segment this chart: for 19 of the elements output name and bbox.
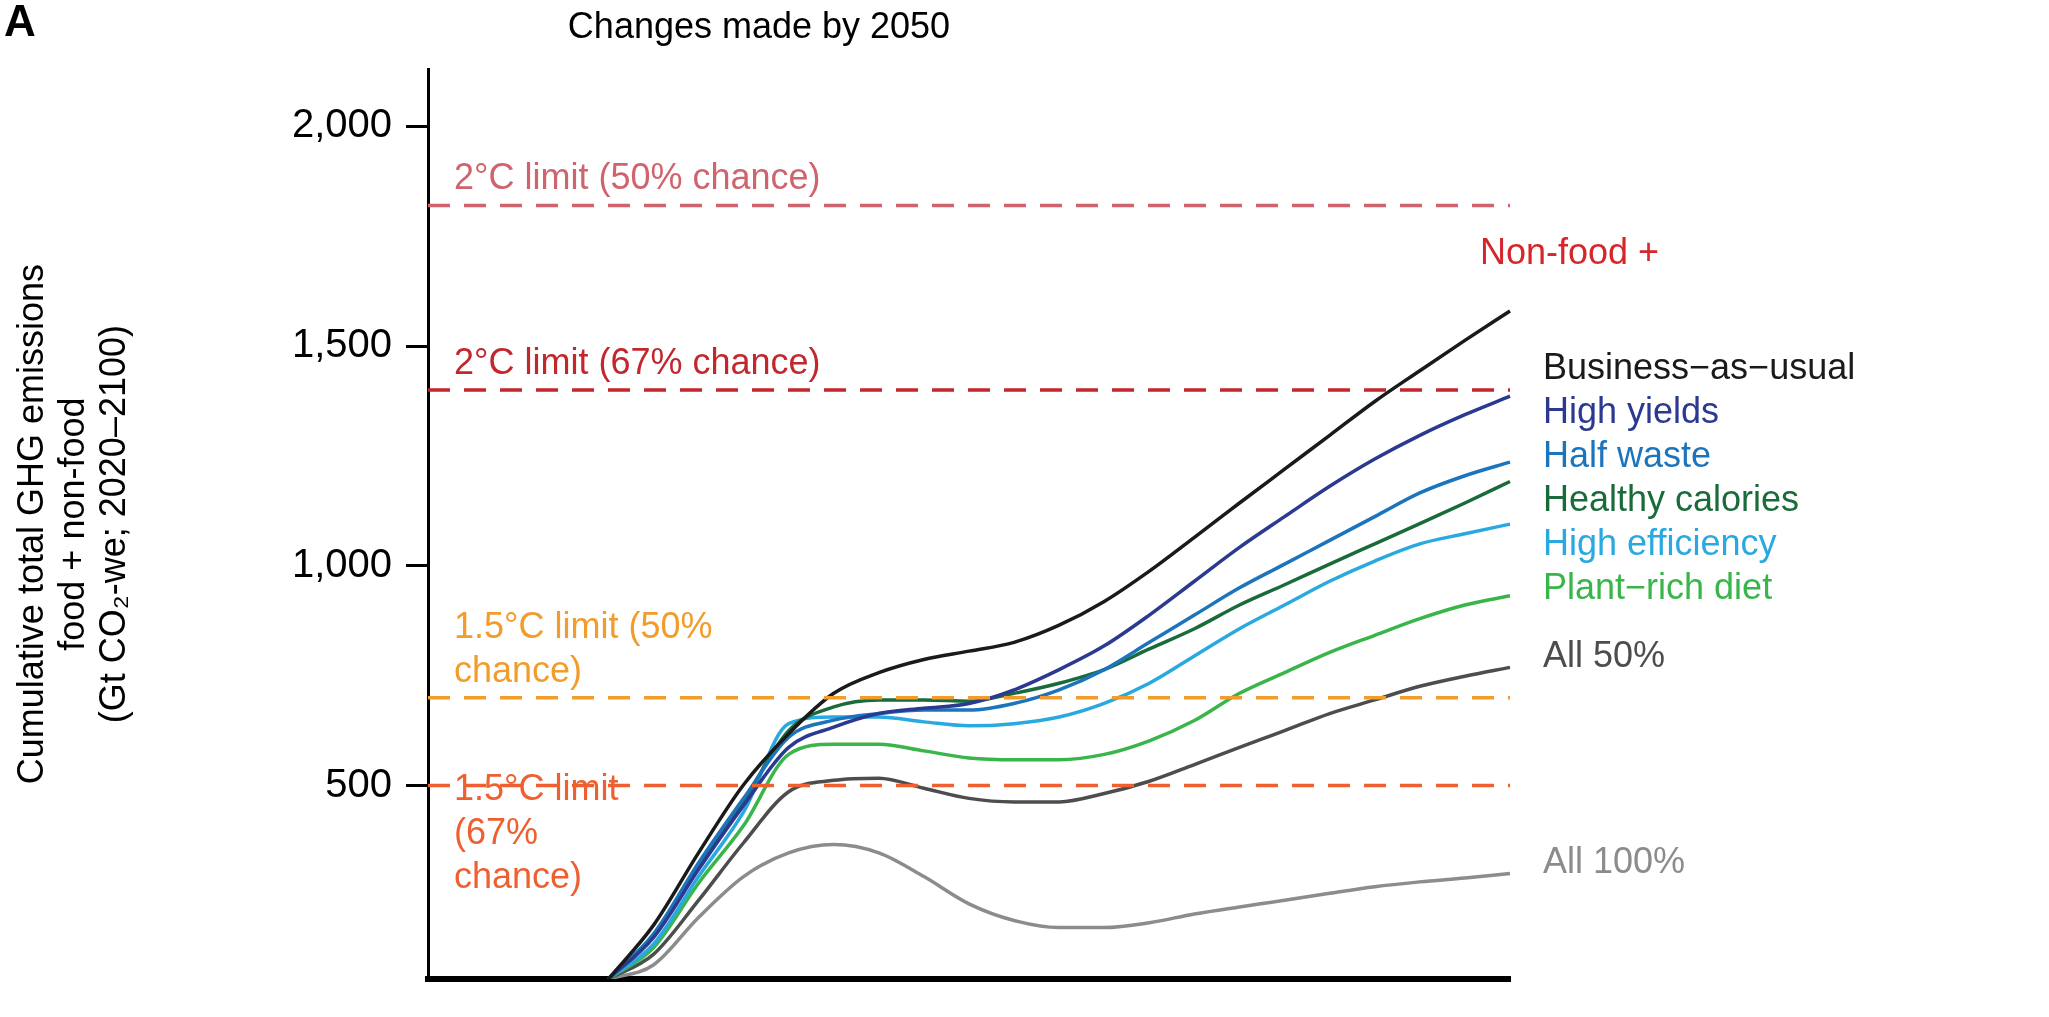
legend-title: Non-food + — [1480, 231, 1660, 273]
text: A — [4, 0, 36, 46]
series-label: Plant−rich diet — [1543, 566, 1773, 608]
ref-line-label: 2°C limit (50% chance) — [454, 156, 821, 198]
series-label: Healthy calories — [1543, 478, 1800, 520]
y-axis-title: Cumulative total GHG emissions food + non-food (Gt CO₂-we; 2020–2100) — [9, 264, 134, 785]
y-tick-label: 500 — [325, 760, 392, 805]
series-label: All 50% — [1543, 634, 1666, 676]
y-tick-label: 1,500 — [291, 321, 392, 366]
series-label: High efficiency — [1543, 522, 1777, 564]
y-tick-label: 2,000 — [291, 101, 392, 146]
ref-line-label: 1.5°C limit (50% chance) — [454, 604, 713, 690]
series-label: Business−as−usual — [1543, 346, 1856, 388]
chart-title: Changes made by 2050 — [567, 4, 951, 46]
series-label: All 100% — [1543, 840, 1686, 882]
series-label: High yields — [1543, 390, 1720, 432]
y-tick-label: 1,000 — [291, 540, 392, 585]
ref-line-label: 2°C limit (67% chance) — [454, 341, 821, 383]
series-label: Half waste — [1543, 434, 1712, 476]
